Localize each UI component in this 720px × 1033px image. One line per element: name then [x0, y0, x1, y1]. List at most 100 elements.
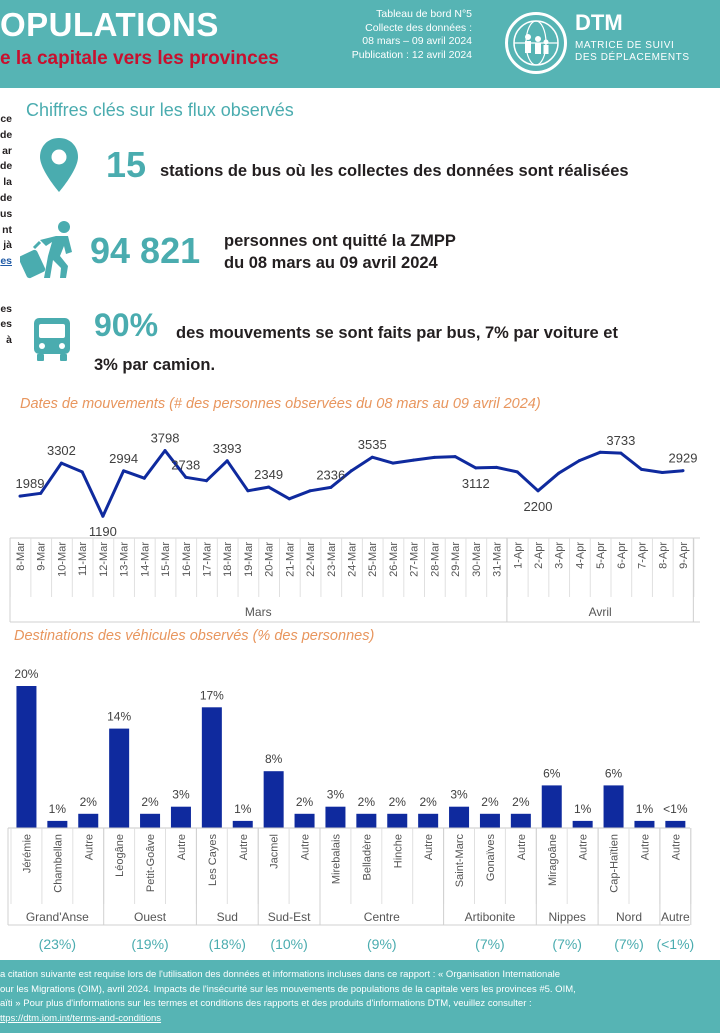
group-label: Autre — [661, 910, 690, 924]
x-tick-label: 26-Mar — [388, 542, 400, 577]
x-tick-label: 29-Mar — [450, 542, 462, 577]
bar-chart-title: Destinations des véhicules observés (% d… — [14, 628, 375, 644]
line-point — [80, 470, 84, 474]
bar-value-label: 6% — [605, 766, 623, 780]
x-tick-label: 12-Mar — [98, 542, 110, 577]
fragment: la — [3, 176, 12, 189]
x-tick-label: 30-Mar — [471, 542, 483, 577]
data-label: 2738 — [171, 457, 200, 472]
bar — [294, 813, 315, 828]
data-label: 2994 — [109, 451, 138, 466]
line-point — [557, 471, 561, 475]
category-label: Cap-Haïtien — [609, 834, 621, 893]
x-tick-label: 15-Mar — [160, 542, 172, 577]
x-tick-label: 8-Apr — [657, 542, 669, 569]
bar-value-label: 8% — [265, 752, 283, 766]
line-point — [122, 469, 126, 473]
footer-citation: a citation suivante est requise lors de … — [0, 960, 720, 1033]
x-tick-label: 18-Mar — [222, 542, 234, 577]
line-point — [142, 476, 146, 480]
bar — [232, 820, 253, 828]
bar-value-label: 20% — [14, 667, 38, 681]
category-label: Autre — [83, 834, 95, 860]
x-tick-label: 27-Mar — [409, 542, 421, 577]
bus-share: 90% — [94, 307, 159, 343]
line-point — [598, 450, 602, 454]
line-chart-title: Dates de mouvements (# des personnes obs… — [20, 396, 541, 412]
bar-value-label: 17% — [200, 688, 224, 702]
group-percent: (<1%) — [656, 936, 694, 952]
line-point — [474, 466, 478, 470]
bar-value-label: 2% — [358, 795, 376, 809]
dtm-sub-line: MATRICE DE SUIVI — [575, 40, 675, 51]
bar-value-label: 1% — [234, 802, 252, 816]
data-label: 3393 — [213, 441, 242, 456]
persons-text: personnes ont quitté la ZMPP du 08 mars … — [224, 230, 456, 274]
group-label: Sud-Est — [268, 910, 311, 924]
x-tick-label: 14-Mar — [139, 542, 151, 577]
stations-text: stations de bus où les collectes des don… — [160, 162, 629, 180]
group-percent: (18%) — [209, 936, 246, 952]
persons-text-line: du 08 mars au 09 avril 2024 — [224, 254, 438, 272]
bus-text-line2: 3% par camion. — [94, 356, 216, 374]
citation-line: a citation suivante est requise lors de … — [0, 969, 560, 980]
category-label: Miragoâne — [547, 834, 559, 886]
category-label: Jérémie — [21, 834, 33, 873]
group-percent: (23%) — [39, 936, 76, 952]
bar-chart: 20% Jérémie 1% Chambellan 2% Autre 14% Léogâne 2… — [7, 667, 694, 952]
terms-link[interactable]: ttps://dtm.iom.int/terms-and-conditions — [0, 1012, 162, 1024]
line-point — [536, 489, 540, 493]
group-percent: (7%) — [552, 936, 582, 952]
data-label: 2929 — [669, 451, 698, 466]
line-point — [18, 494, 22, 498]
data-label: 2336 — [316, 467, 345, 482]
group-label: Artibonite — [465, 910, 516, 924]
category-label: Hinche — [392, 834, 404, 868]
bar-value-label: 3% — [327, 788, 345, 802]
line-point — [640, 467, 644, 471]
x-tick-label: 28-Mar — [429, 542, 441, 577]
bar-value-label: 1% — [49, 802, 67, 816]
bar — [201, 707, 222, 828]
x-tick-label: 8-Mar — [15, 542, 27, 571]
persons-text-line: personnes ont quitté la ZMPP — [224, 232, 456, 250]
bar — [263, 771, 284, 828]
group-label: Ouest — [134, 910, 167, 924]
x-tick-label: 17-Mar — [201, 542, 213, 577]
category-label: Chambellan — [52, 834, 64, 893]
line-point — [619, 451, 623, 455]
bar-value-label: 2% — [481, 795, 499, 809]
group-label: Nord — [616, 910, 642, 924]
page-title: OPULATIONS — [0, 6, 219, 43]
line-point — [350, 469, 353, 473]
group-label: Centre — [364, 910, 400, 924]
line-point — [412, 458, 416, 462]
x-tick-label: 9-Mar — [36, 542, 48, 571]
category-label: Autre — [238, 834, 250, 860]
bar-value-label: 2% — [389, 795, 407, 809]
bar — [140, 813, 161, 828]
fragment: us — [0, 207, 12, 220]
data-label: 1190 — [89, 524, 117, 539]
category-label: Mirebalais — [330, 834, 342, 885]
category-label: Autre — [639, 834, 651, 860]
page-subtitle: e la capitale vers les provinces — [0, 48, 279, 69]
fragment-link[interactable]: es — [0, 255, 12, 268]
bar-value-label: 3% — [450, 788, 468, 802]
traveler-icon — [18, 220, 84, 285]
x-tick-label: 19-Mar — [243, 542, 255, 577]
category-label: Léogâne — [114, 834, 126, 877]
line-point — [329, 485, 333, 489]
data-label: 1989 — [16, 476, 45, 491]
group-label: Sud — [217, 910, 238, 924]
iom-logo-icon — [505, 12, 567, 74]
x-tick-label: 13-Mar — [119, 542, 131, 577]
bar — [387, 813, 408, 828]
bar-value-label: 1% — [636, 802, 654, 816]
line-point — [246, 489, 250, 493]
bar-value-label: 2% — [141, 795, 159, 809]
bar-value-label: 3% — [172, 788, 190, 802]
x-tick-label: 5-Apr — [595, 542, 607, 569]
category-label: Autre — [670, 834, 682, 860]
data-label: 2200 — [524, 499, 553, 514]
